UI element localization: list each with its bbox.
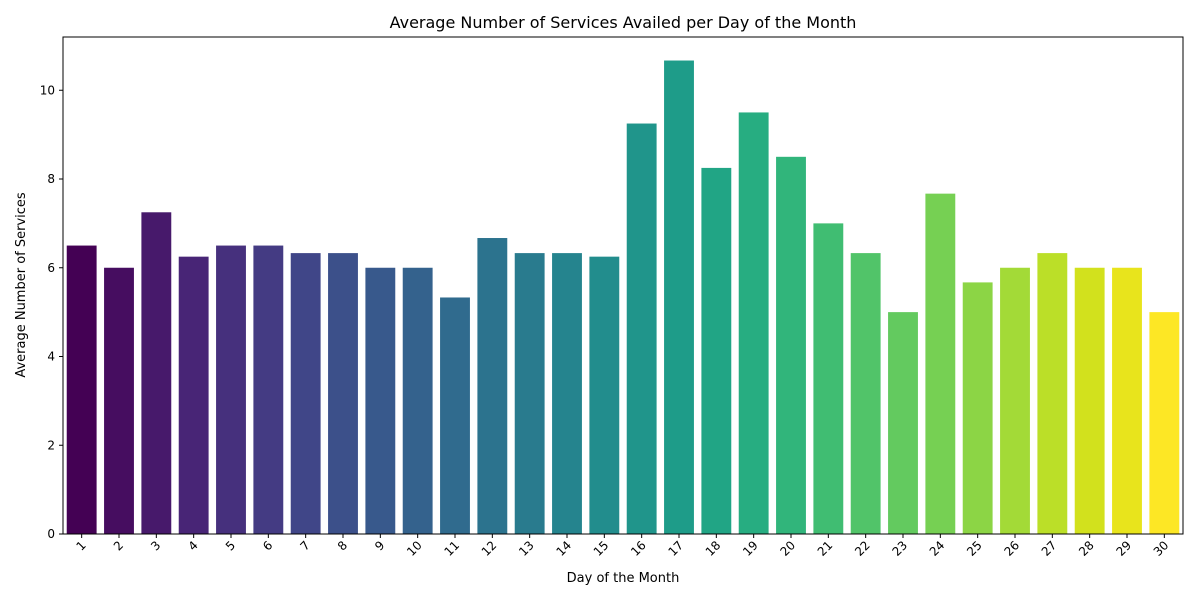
bar-day-17 xyxy=(664,60,694,535)
bar-day-20 xyxy=(776,156,806,534)
x-tick-label: 27 xyxy=(1039,538,1060,559)
x-tick-label: 26 xyxy=(1001,538,1022,559)
bar-day-18 xyxy=(701,167,732,534)
x-tick-label: 22 xyxy=(852,538,873,559)
y-tick-label: 4 xyxy=(47,350,55,364)
x-tick-label: 12 xyxy=(479,538,500,559)
y-ticks: 0 2 4 6 8 10 xyxy=(40,83,63,541)
axes-layer xyxy=(62,36,1184,535)
bar-day-12 xyxy=(477,238,508,535)
x-tick-label: 18 xyxy=(703,538,724,559)
chart-title: Average Number of Services Availed per D… xyxy=(390,13,857,32)
x-tick-label: 24 xyxy=(927,538,948,559)
bar-day-2 xyxy=(104,267,134,534)
bar-day-24 xyxy=(925,193,956,535)
x-tick-label: 16 xyxy=(628,538,649,559)
x-tick-label: 7 xyxy=(297,538,312,553)
x-tick-label: 6 xyxy=(260,538,275,553)
bar-day-14 xyxy=(552,253,582,534)
bar-day-28 xyxy=(1074,267,1105,534)
bar-day-8 xyxy=(328,253,358,534)
bar-day-22 xyxy=(850,253,881,534)
plot-frame xyxy=(62,36,1184,535)
bar-day-9 xyxy=(365,267,396,534)
y-tick-label: 6 xyxy=(47,261,55,275)
bar-day-16 xyxy=(626,123,657,534)
y-tick-label: 8 xyxy=(47,172,55,186)
y-axis-label: Average Number of Services xyxy=(14,192,29,378)
x-ticks: 1 2 3 4 5 6 7 8 9 10 11 12 13 14 15 16 17 18 19 20 21 22 23 24 2… xyxy=(73,534,1171,559)
y-tick-label: 10 xyxy=(40,83,55,97)
x-tick-label: 29 xyxy=(1113,538,1134,559)
x-tick-label: 20 xyxy=(777,538,798,559)
bar-day-11 xyxy=(440,297,470,534)
x-tick-label: 23 xyxy=(889,538,910,559)
bar-day-30 xyxy=(1149,312,1180,534)
x-tick-label: 21 xyxy=(815,538,836,559)
x-tick-label: 30 xyxy=(1151,538,1172,559)
bar-day-15 xyxy=(589,256,620,534)
bar-day-4 xyxy=(178,256,209,534)
bar-day-26 xyxy=(1000,267,1030,534)
bar-day-5 xyxy=(216,245,246,534)
x-tick-label: 8 xyxy=(335,538,350,553)
x-tick-label: 1 xyxy=(73,538,88,553)
bar-day-10 xyxy=(402,267,433,534)
x-tick-label: 28 xyxy=(1076,538,1097,559)
x-tick-label: 9 xyxy=(372,538,387,553)
y-tick-label: 0 xyxy=(47,527,55,541)
bar-day-19 xyxy=(738,112,769,534)
bar-day-29 xyxy=(1112,267,1142,534)
x-tick-label: 15 xyxy=(591,538,612,559)
x-tick-label: 13 xyxy=(516,538,537,559)
x-tick-label: 11 xyxy=(441,538,462,559)
x-tick-label: 5 xyxy=(223,538,238,553)
bar-day-27 xyxy=(1037,253,1068,534)
x-tick-label: 4 xyxy=(185,538,200,553)
bars-layer xyxy=(66,60,1180,535)
x-tick-label: 19 xyxy=(740,538,761,559)
y-tick-label: 2 xyxy=(47,438,55,452)
bar-day-25 xyxy=(962,282,993,534)
bar-day-13 xyxy=(514,253,545,534)
x-tick-label: 17 xyxy=(665,538,686,559)
bar-day-6 xyxy=(253,245,284,534)
x-axis-label: Day of the Month xyxy=(567,571,680,586)
x-tick-label: 14 xyxy=(553,538,574,559)
bar-day-1 xyxy=(66,245,97,534)
bar-day-23 xyxy=(888,312,918,534)
x-tick-label: 10 xyxy=(404,538,425,559)
bar-day-7 xyxy=(290,253,321,534)
x-tick-label: 3 xyxy=(148,538,163,553)
bar-day-3 xyxy=(141,212,172,534)
x-tick-label: 2 xyxy=(111,538,126,553)
bar-day-21 xyxy=(813,223,844,534)
x-tick-label: 25 xyxy=(964,538,985,559)
